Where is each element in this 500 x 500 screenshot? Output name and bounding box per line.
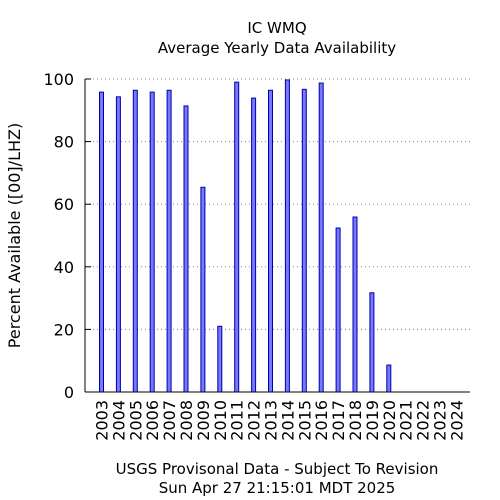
bar-2010 (217, 325, 223, 393)
x-tick-label: 2024 (447, 400, 466, 441)
chart-subtitle: Average Yearly Data Availability (158, 39, 396, 57)
bar-2014 (284, 79, 290, 393)
y-tick-label: 60 (54, 195, 74, 214)
x-tick-label: 2014 (278, 400, 297, 441)
x-tick-label: 2012 (245, 400, 264, 441)
y-tick-label: 80 (54, 133, 74, 152)
bar-2019 (369, 292, 375, 393)
x-tick-label: 2004 (109, 400, 128, 441)
x-tick-label: 2010 (211, 400, 230, 441)
y-tick-labels: 0 20 40 60 80 100 (43, 70, 91, 402)
bar-2003 (99, 91, 104, 393)
y-tick-label: 0 (64, 383, 74, 402)
bar-2008 (183, 105, 189, 393)
y-axis-title: Percent Available ([00]/LHZ) (5, 123, 24, 348)
x-tick-label: 2019 (363, 400, 382, 441)
x-tick-label: 2006 (143, 400, 162, 441)
y-tick-label: 20 (54, 320, 74, 339)
x-tick-label: 2015 (295, 400, 314, 441)
bar-2018 (352, 216, 358, 393)
y-tick-label: 40 (54, 258, 74, 277)
bar-2006 (149, 91, 155, 393)
x-tick-label: 2009 (194, 400, 213, 441)
bar-2004 (115, 96, 121, 393)
x-tick-label: 2008 (177, 400, 196, 441)
bar-2020 (386, 364, 392, 393)
bar-2005 (132, 89, 138, 393)
bar-2013 (268, 89, 273, 393)
x-tick-label: 2016 (312, 400, 331, 441)
chart-title: IC WMQ (247, 19, 306, 37)
x-tick-label: 2007 (160, 400, 179, 441)
x-tick-label: 2011 (228, 400, 247, 441)
x-tick-label: 2022 (414, 400, 433, 441)
bar-2009 (200, 186, 206, 393)
bar-2016 (318, 82, 324, 393)
gridlines (85, 78, 470, 330)
bar-2017 (335, 227, 341, 393)
x-tick-label: 2017 (329, 400, 348, 441)
footer-timestamp: Sun Apr 27 21:15:01 MDT 2025 (159, 479, 396, 497)
x-tick-labels: 2003200420052006200720082009201020112012… (93, 400, 467, 441)
x-tick-label: 2020 (380, 400, 399, 441)
bar-2015 (301, 88, 307, 393)
bar-2007 (166, 89, 172, 393)
bar-2012 (251, 97, 257, 393)
bars (99, 79, 392, 393)
x-tick-label: 2003 (93, 400, 112, 441)
x-tick-label: 2005 (126, 400, 145, 441)
footer-disclaimer: USGS Provisonal Data - Subject To Revisi… (116, 460, 439, 478)
x-tick-label: 2021 (397, 400, 416, 441)
x-tick-label: 2018 (346, 400, 365, 441)
y-tick-label: 100 (43, 70, 74, 89)
x-tick-label: 2023 (431, 400, 450, 441)
bar-2011 (234, 81, 240, 393)
axes (84, 79, 470, 393)
x-tick-label: 2013 (262, 400, 281, 441)
